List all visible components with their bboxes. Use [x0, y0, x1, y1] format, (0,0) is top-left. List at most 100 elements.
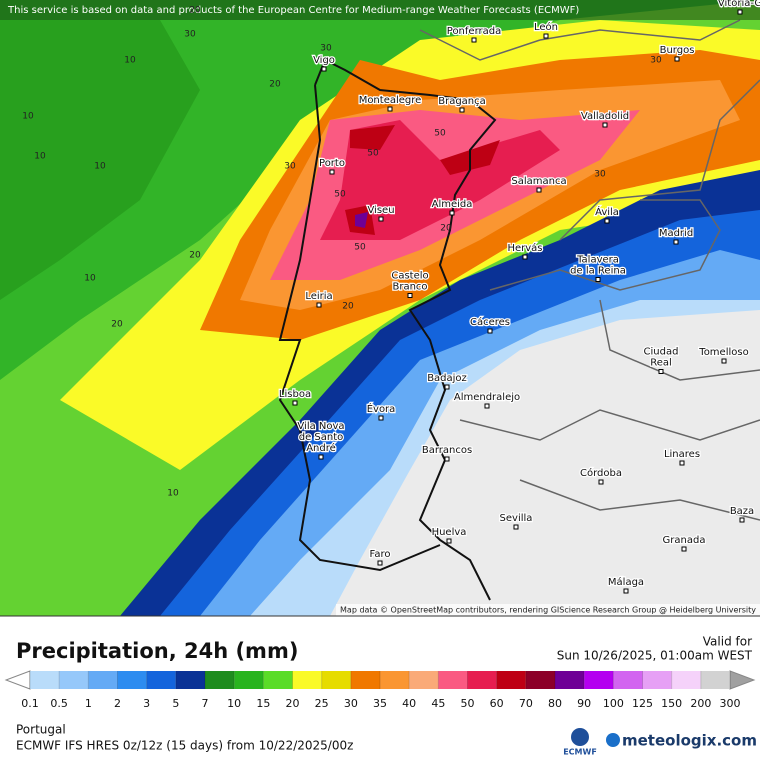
scale-box — [117, 671, 147, 689]
place-marker — [739, 517, 745, 523]
contour-label: 30 — [594, 170, 606, 180]
place-label: Tomelloso — [698, 347, 748, 358]
place-label: Viseu — [367, 205, 394, 216]
scale-box — [525, 671, 555, 689]
place-label: Évora — [367, 402, 396, 415]
place-label: Faro — [370, 549, 391, 560]
place-label: Córdoba — [580, 467, 622, 479]
scale-label: 20 — [286, 697, 300, 710]
contour-label: 10 — [84, 274, 96, 284]
contour-label: 50 — [334, 190, 346, 200]
contour-label: 30 — [284, 162, 296, 172]
place-marker — [673, 239, 679, 245]
scale-label: 40 — [402, 697, 416, 710]
place-marker — [681, 546, 687, 552]
scale-label: 200 — [690, 697, 711, 710]
place-label: Vitoria-G — [718, 0, 760, 9]
place-marker — [329, 169, 335, 175]
scale-box — [263, 671, 293, 689]
contour-label: 10 — [124, 56, 136, 66]
place-marker — [602, 122, 608, 128]
scale-box — [59, 671, 89, 689]
scale-box — [642, 671, 672, 689]
place-marker — [407, 293, 413, 298]
contour-label: 50 — [367, 149, 379, 159]
contour-label: 30 — [650, 56, 662, 66]
place-label: Vigo — [313, 55, 335, 66]
place-marker — [737, 9, 743, 15]
scale-label: 50 — [461, 697, 475, 710]
place-label: Burgos — [660, 45, 695, 56]
contour-label: 10 — [22, 112, 34, 122]
place-marker — [387, 106, 393, 112]
place-label: Cáceres — [470, 316, 510, 328]
scale-box — [555, 671, 585, 689]
scale-box — [321, 671, 351, 689]
scale-box — [438, 671, 468, 689]
contour-label: 10 — [167, 489, 179, 499]
scale-box — [380, 671, 410, 689]
model-run: ECMWF IFS HRES 0z/12z (15 days) from 10/… — [16, 739, 353, 753]
scale-label: 90 — [577, 697, 591, 710]
contour-label: 10 — [94, 162, 106, 172]
scale-label: 300 — [720, 697, 741, 710]
contour-label: 50 — [354, 243, 366, 253]
place-marker — [543, 33, 549, 39]
contour-label: 20 — [342, 302, 354, 312]
place-marker — [623, 588, 629, 594]
scale-label: 7 — [202, 697, 209, 710]
place-marker — [674, 56, 680, 62]
place-marker — [658, 369, 664, 374]
place-label: Ciudad — [644, 347, 679, 358]
ecmwf-text: ECMWF — [563, 748, 597, 757]
scale-label: 70 — [519, 697, 533, 710]
scale-label: 5 — [172, 697, 179, 710]
valid-time: Sun 10/26/2025, 01:00am WEST — [557, 649, 753, 663]
place-label: Leiria — [305, 291, 332, 302]
scale-label: 60 — [490, 697, 504, 710]
scale-box — [175, 671, 205, 689]
contour-label: 20 — [440, 224, 452, 234]
place-marker — [292, 400, 298, 406]
place-marker — [318, 454, 324, 460]
place-label: Ponferrada — [447, 26, 501, 37]
place-marker — [471, 37, 477, 43]
place-label: Real — [650, 358, 672, 369]
contour-label: 20 — [269, 80, 281, 90]
place-label: Salamanca — [511, 176, 566, 187]
place-marker — [522, 254, 528, 260]
place-label: Almendralejo — [454, 392, 520, 403]
place-marker — [449, 210, 455, 216]
place-label: León — [534, 21, 558, 33]
scale-box — [30, 671, 60, 689]
place-label: Vila Nova — [297, 421, 344, 432]
scale-box — [146, 671, 176, 689]
notice: This service is based on data and produc… — [7, 5, 579, 16]
scale-label: 1 — [85, 697, 92, 710]
place-marker — [598, 479, 604, 485]
scale-box — [613, 671, 643, 689]
contour-label: 30 — [320, 44, 332, 54]
area — [355, 212, 368, 228]
place-marker — [484, 403, 490, 409]
contour-label: 20 — [189, 251, 201, 261]
place-marker — [444, 456, 450, 462]
place-marker — [679, 460, 685, 466]
scale-box — [88, 671, 118, 689]
scale-high — [729, 670, 756, 690]
coastline — [278, 84, 441, 572]
scale-label: 0.5 — [50, 697, 68, 710]
ecmwf-logo — [571, 728, 589, 746]
place-label: Ávila — [595, 205, 619, 218]
scale-box — [671, 671, 701, 689]
contour-label: 30 — [184, 30, 196, 40]
meteologix-logo — [606, 733, 620, 747]
place-label: Lisboa — [279, 389, 311, 400]
region-border — [419, 19, 760, 521]
place-label: Talavera — [576, 255, 619, 266]
scale-label: 25 — [315, 697, 329, 710]
place-marker — [487, 328, 493, 334]
place-marker — [721, 358, 727, 364]
place-label: Bragança — [438, 96, 486, 107]
